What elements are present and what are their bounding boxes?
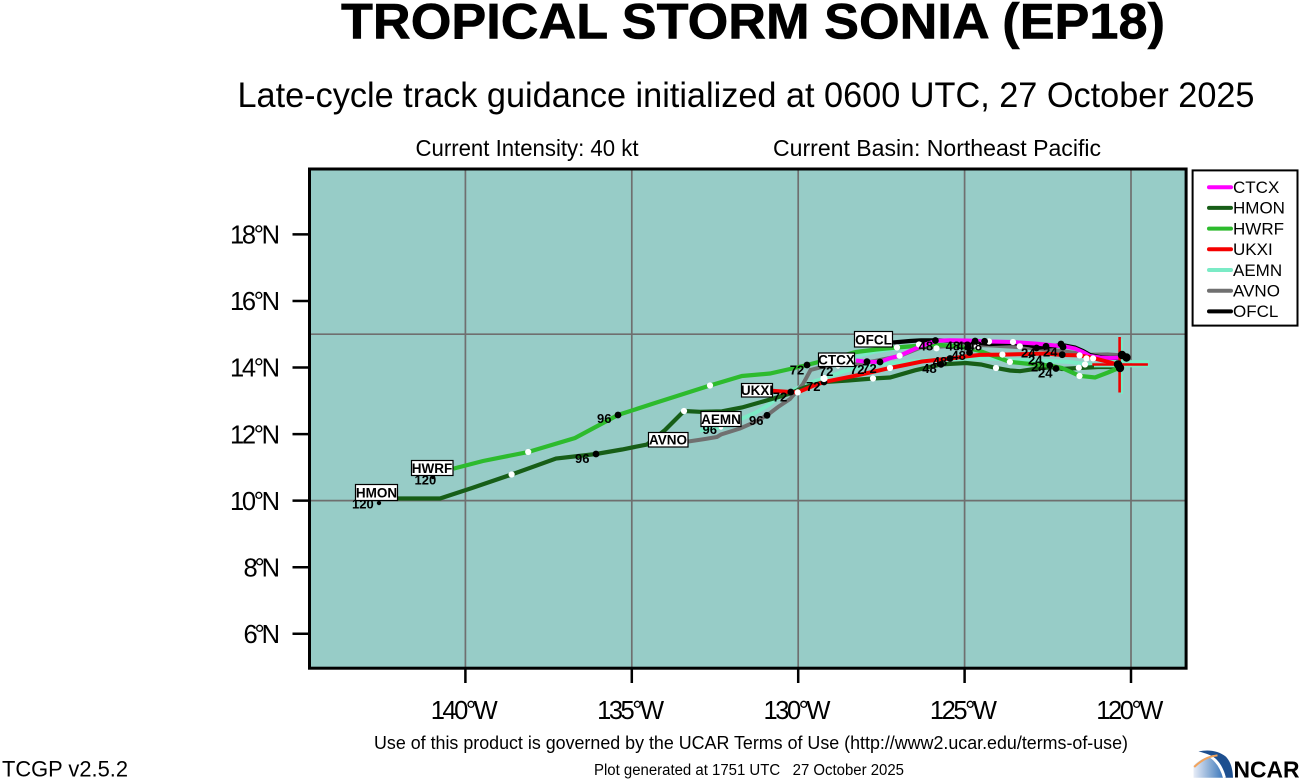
svg-text:24: 24 bbox=[1028, 353, 1043, 368]
svg-text:UKXI: UKXI bbox=[741, 383, 773, 398]
svg-text:AVNO: AVNO bbox=[649, 433, 687, 448]
svg-text:48: 48 bbox=[933, 354, 947, 369]
svg-text:NCAR: NCAR bbox=[1234, 757, 1300, 780]
svg-text:96: 96 bbox=[749, 413, 763, 428]
svg-text:120°W: 120°W bbox=[1096, 697, 1163, 725]
svg-text:14°N: 14°N bbox=[230, 355, 280, 383]
svg-text:72: 72 bbox=[790, 363, 804, 378]
svg-text:CTCX: CTCX bbox=[818, 352, 855, 367]
svg-text:48: 48 bbox=[951, 348, 965, 363]
svg-text:24: 24 bbox=[1021, 346, 1036, 361]
svg-text:48: 48 bbox=[968, 339, 982, 354]
svg-text:TROPICAL STORM SONIA (EP18): TROPICAL STORM SONIA (EP18) bbox=[341, 0, 1165, 50]
svg-text:AEMN: AEMN bbox=[701, 412, 741, 427]
svg-text:125°W: 125°W bbox=[930, 697, 997, 725]
svg-text:Late-cycle track guidance init: Late-cycle track guidance initialized at… bbox=[238, 75, 1255, 115]
svg-text:72: 72 bbox=[773, 390, 787, 405]
svg-text:Current Basin: Northeast Pacif: Current Basin: Northeast Pacific bbox=[773, 135, 1101, 161]
svg-text:Use of this product is governe: Use of this product is governed by the U… bbox=[374, 732, 1128, 753]
svg-text:18°N: 18°N bbox=[230, 222, 280, 250]
svg-text:CTCX: CTCX bbox=[1233, 178, 1279, 197]
svg-text:140°W: 140°W bbox=[431, 697, 498, 725]
svg-text:AVNO: AVNO bbox=[1233, 282, 1280, 301]
svg-text:96: 96 bbox=[575, 451, 589, 466]
svg-text:96: 96 bbox=[597, 411, 611, 426]
svg-text:6°N: 6°N bbox=[244, 621, 281, 649]
svg-text:HWRF: HWRF bbox=[1233, 219, 1284, 238]
svg-text:130°W: 130°W bbox=[764, 697, 831, 725]
svg-text:UKXI: UKXI bbox=[1233, 240, 1273, 259]
svg-text:72: 72 bbox=[819, 364, 833, 379]
svg-text:135°W: 135°W bbox=[597, 697, 664, 725]
svg-text:72: 72 bbox=[806, 379, 820, 394]
svg-text:12°N: 12°N bbox=[230, 421, 280, 449]
svg-text:24: 24 bbox=[1043, 345, 1058, 360]
svg-text:48: 48 bbox=[957, 339, 971, 354]
svg-text:72: 72 bbox=[862, 361, 876, 376]
svg-text:HMON: HMON bbox=[356, 486, 397, 501]
svg-text:16°N: 16°N bbox=[230, 288, 280, 316]
svg-text:Plot generated at 1751 UTC 2: Plot generated at 1751 UTC 27 October 20… bbox=[594, 762, 904, 779]
svg-text:OFCL: OFCL bbox=[855, 333, 892, 348]
svg-text:48: 48 bbox=[922, 361, 936, 376]
svg-text:10°N: 10°N bbox=[230, 488, 280, 516]
svg-text:OFCL: OFCL bbox=[1233, 302, 1278, 321]
svg-text:AEMN: AEMN bbox=[1233, 261, 1282, 280]
svg-text:24: 24 bbox=[1038, 366, 1053, 381]
svg-text:HWRF: HWRF bbox=[412, 461, 453, 476]
svg-text:48: 48 bbox=[946, 339, 960, 354]
svg-text:24: 24 bbox=[1031, 360, 1046, 375]
svg-text:HMON: HMON bbox=[1233, 199, 1285, 218]
svg-text:8°N: 8°N bbox=[244, 554, 281, 582]
svg-text:TCGP v2.5.2: TCGP v2.5.2 bbox=[2, 757, 128, 780]
svg-text:120: 120 bbox=[415, 473, 437, 488]
svg-text:Current Intensity: 40 kt: Current Intensity: 40 kt bbox=[416, 135, 639, 161]
svg-text:48: 48 bbox=[919, 339, 933, 354]
